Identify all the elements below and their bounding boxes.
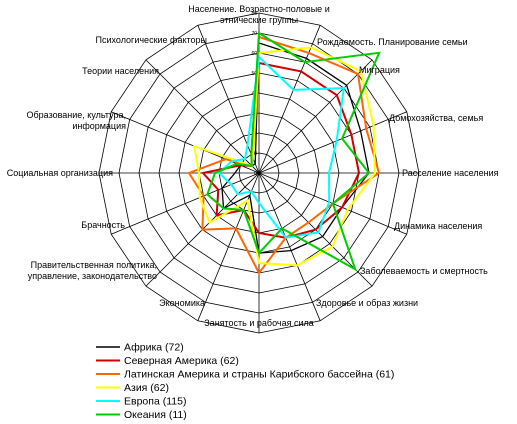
- legend-entry: Европа (115): [124, 396, 186, 408]
- axis-label: Здоровье и образ жизни: [316, 298, 418, 308]
- axis-label: Занятость и рабочая сила: [204, 318, 313, 328]
- series-line-0: [221, 42, 370, 254]
- grid-spoke: [258, 59, 373, 174]
- tick-label: 10: [251, 151, 257, 157]
- grid-spoke: [258, 25, 321, 174]
- series-lines: [187, 31, 381, 275]
- tick-label: 60: [251, 51, 257, 57]
- legend-entry: Африка (72): [124, 342, 184, 354]
- grid-spoke: [197, 25, 260, 174]
- legend-entry: Океания (11): [124, 409, 187, 421]
- axis-label: Брачность: [81, 220, 125, 230]
- axis-label: Рождаемость. Планирование семьи: [317, 37, 468, 47]
- grid-spoke: [258, 111, 407, 174]
- axis-label: Экономика: [159, 298, 205, 308]
- axis-label: Заболеваемость и смертность: [360, 266, 488, 276]
- tick-label: 50: [251, 71, 257, 77]
- axis-label: Домохозяйства, семья: [389, 113, 483, 123]
- axis-label: Социальная организация: [7, 168, 113, 178]
- series-line-5: [206, 31, 381, 272]
- series-line-4: [217, 54, 346, 239]
- tick-label: 0: [254, 171, 257, 177]
- legend-entry: Азия (62): [124, 382, 169, 394]
- grid-spoke: [111, 172, 260, 235]
- grid-spoke: [197, 172, 260, 321]
- axis-label: Расселение населения: [402, 168, 499, 178]
- grid-spoke: [258, 172, 321, 321]
- tick-label: 70: [251, 31, 257, 37]
- legend-entry: Северная Америка (62): [124, 355, 239, 367]
- axis-label: Теории населения: [82, 66, 159, 76]
- axis-label: Правительственная политика, управление, з…: [28, 260, 157, 281]
- axis-label: Население. Возрастно-половые и этнические…: [188, 4, 329, 25]
- axis-label: Психологические факторы: [96, 35, 208, 45]
- grid-spoke: [145, 59, 260, 174]
- legend-entry: Латинская Америка и страны Карибского ба…: [124, 369, 394, 381]
- grid-spoke: [111, 111, 260, 174]
- tick-label: 80: [251, 11, 257, 17]
- axis-label: Динамика населения: [394, 221, 482, 231]
- series-line-3: [193, 46, 377, 267]
- axis-label: Миграция: [359, 65, 400, 75]
- axis-labels: Население. Возрастно-половые и этнические…: [7, 4, 499, 328]
- axis-label: Образование, культура, информация: [27, 110, 127, 131]
- legend: Африка (72)Северная Америка (62) Латинска…: [96, 342, 394, 421]
